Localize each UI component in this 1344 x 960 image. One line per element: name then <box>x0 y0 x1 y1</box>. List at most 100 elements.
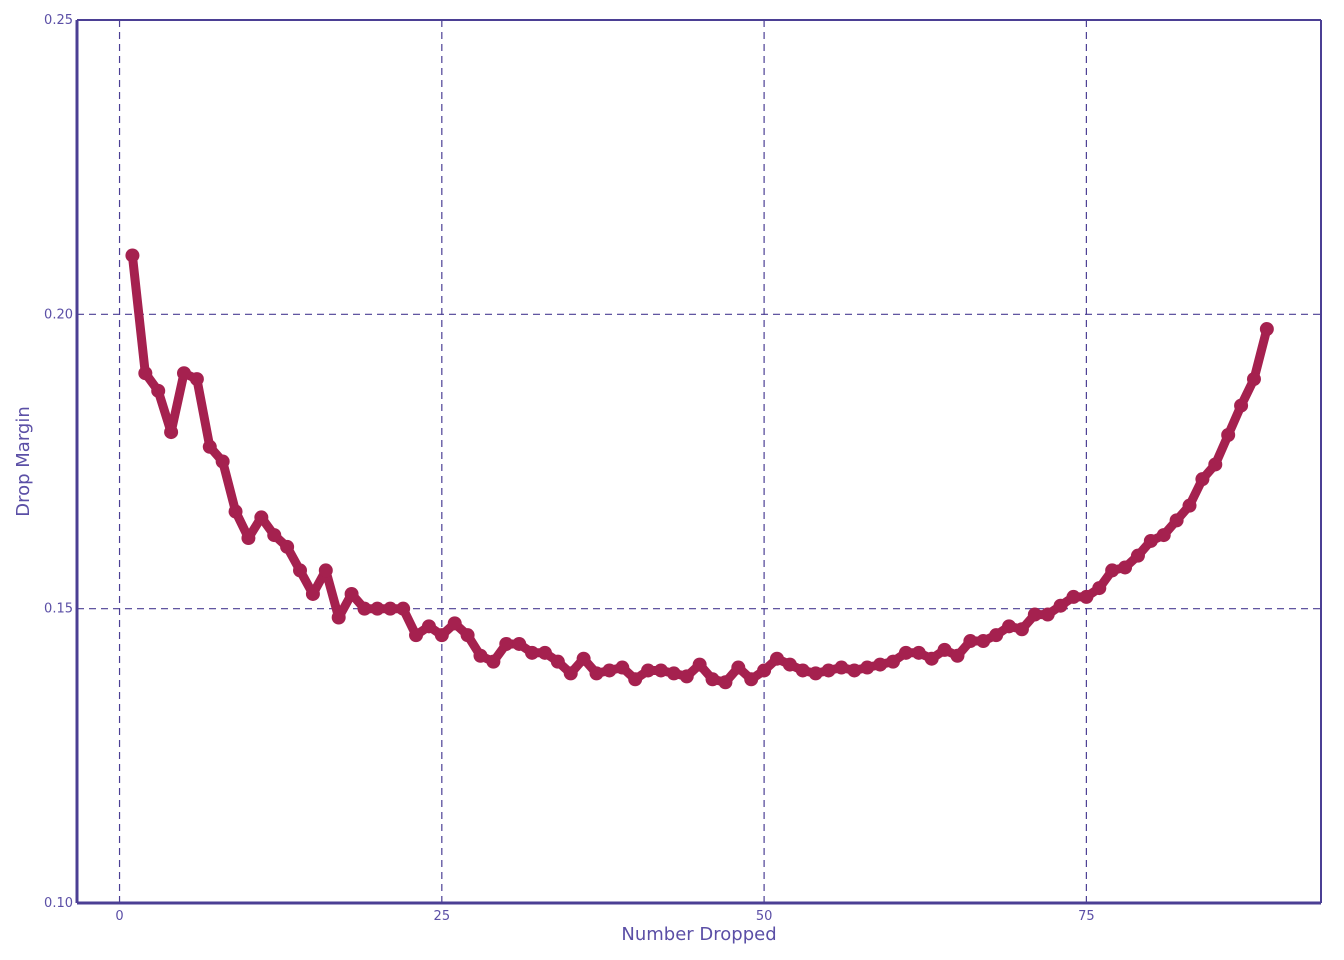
data-point <box>125 248 140 263</box>
x-tick-label: 75 <box>1078 909 1095 924</box>
data-point <box>782 657 797 672</box>
data-point <box>447 616 462 631</box>
data-point <box>563 666 578 681</box>
data-point <box>409 628 424 643</box>
data-point <box>1156 528 1171 543</box>
data-point <box>679 669 694 684</box>
data-point <box>989 628 1004 643</box>
data-point <box>1130 548 1145 563</box>
data-point <box>254 510 269 525</box>
data-point <box>692 657 707 672</box>
data-point <box>924 651 939 666</box>
data-point <box>396 601 411 616</box>
data-point <box>795 663 810 678</box>
data-point <box>370 601 385 616</box>
data-point <box>860 660 875 675</box>
data-point <box>705 672 720 687</box>
data-point <box>950 648 965 663</box>
data-point <box>1259 322 1274 337</box>
data-point <box>460 628 475 643</box>
data-point <box>1092 581 1107 596</box>
data-point <box>628 672 643 687</box>
data-point <box>1027 607 1042 622</box>
data-point <box>357 601 372 616</box>
data-point <box>525 645 540 660</box>
data-point <box>847 663 862 678</box>
y-tick-label: 0.25 <box>44 13 73 28</box>
data-point <box>937 642 952 657</box>
data-point <box>1040 607 1055 622</box>
data-point <box>898 645 913 660</box>
data-point <box>473 648 488 663</box>
data-point <box>550 654 565 669</box>
grid-lines <box>77 20 1321 903</box>
data-point <box>280 539 295 554</box>
data-point <box>718 675 733 690</box>
data-point <box>744 672 759 687</box>
data-point <box>653 663 668 678</box>
data-point <box>769 651 784 666</box>
data-point <box>305 586 320 601</box>
data-point <box>1246 372 1261 387</box>
data-point <box>615 660 630 675</box>
data-point <box>267 528 282 543</box>
x-axis-title: Number Dropped <box>621 924 776 945</box>
data-point <box>963 634 978 649</box>
data-point <box>151 383 166 398</box>
data-point <box>576 651 591 666</box>
data-point <box>1105 563 1120 578</box>
y-tick-label: 0.15 <box>44 602 73 617</box>
data-point <box>486 654 501 669</box>
series-line <box>127 251 1272 687</box>
data-point <box>512 636 527 651</box>
data-point <box>886 654 901 669</box>
y-tick-label: 0.20 <box>44 307 73 322</box>
data-point <box>731 660 746 675</box>
x-tick-label: 0 <box>115 909 123 924</box>
axes-frame <box>75 19 1322 905</box>
data-point <box>1182 498 1197 513</box>
tick-labels: 0 25 50 75 0.10 0.15 0.20 0.25 <box>44 13 1095 924</box>
data-point <box>1195 472 1210 487</box>
data-point <box>331 610 346 625</box>
data-point <box>641 663 656 678</box>
data-point <box>1066 589 1081 604</box>
data-point <box>228 504 243 519</box>
data-point <box>189 372 204 387</box>
y-axis-title: Drop Margin <box>13 406 34 517</box>
data-point <box>589 666 604 681</box>
data-point <box>537 645 552 660</box>
series-group <box>125 248 1274 690</box>
data-point <box>138 366 153 381</box>
data-point <box>834 660 849 675</box>
x-tick-label: 25 <box>434 909 451 924</box>
y-tick-label: 0.10 <box>44 896 73 911</box>
data-point <box>821 663 836 678</box>
data-point <box>215 454 230 469</box>
data-point <box>164 425 179 440</box>
data-point <box>1002 619 1017 634</box>
data-point <box>1143 533 1158 548</box>
data-point <box>241 531 256 546</box>
data-point <box>1079 589 1094 604</box>
data-point <box>757 663 772 678</box>
data-point <box>1169 513 1184 528</box>
data-point <box>344 586 359 601</box>
data-point <box>873 657 888 672</box>
data-point <box>499 636 514 651</box>
data-point <box>808 666 823 681</box>
data-point <box>602 663 617 678</box>
data-point <box>1221 428 1236 443</box>
data-point <box>202 439 217 454</box>
data-point <box>1118 560 1133 575</box>
data-point <box>911 645 926 660</box>
data-point <box>421 619 436 634</box>
x-tick-label: 50 <box>756 909 773 924</box>
data-point <box>318 563 333 578</box>
data-point <box>1208 457 1223 472</box>
data-point <box>176 366 191 381</box>
data-point <box>383 601 398 616</box>
data-point <box>1053 598 1068 613</box>
data-point <box>976 634 991 649</box>
